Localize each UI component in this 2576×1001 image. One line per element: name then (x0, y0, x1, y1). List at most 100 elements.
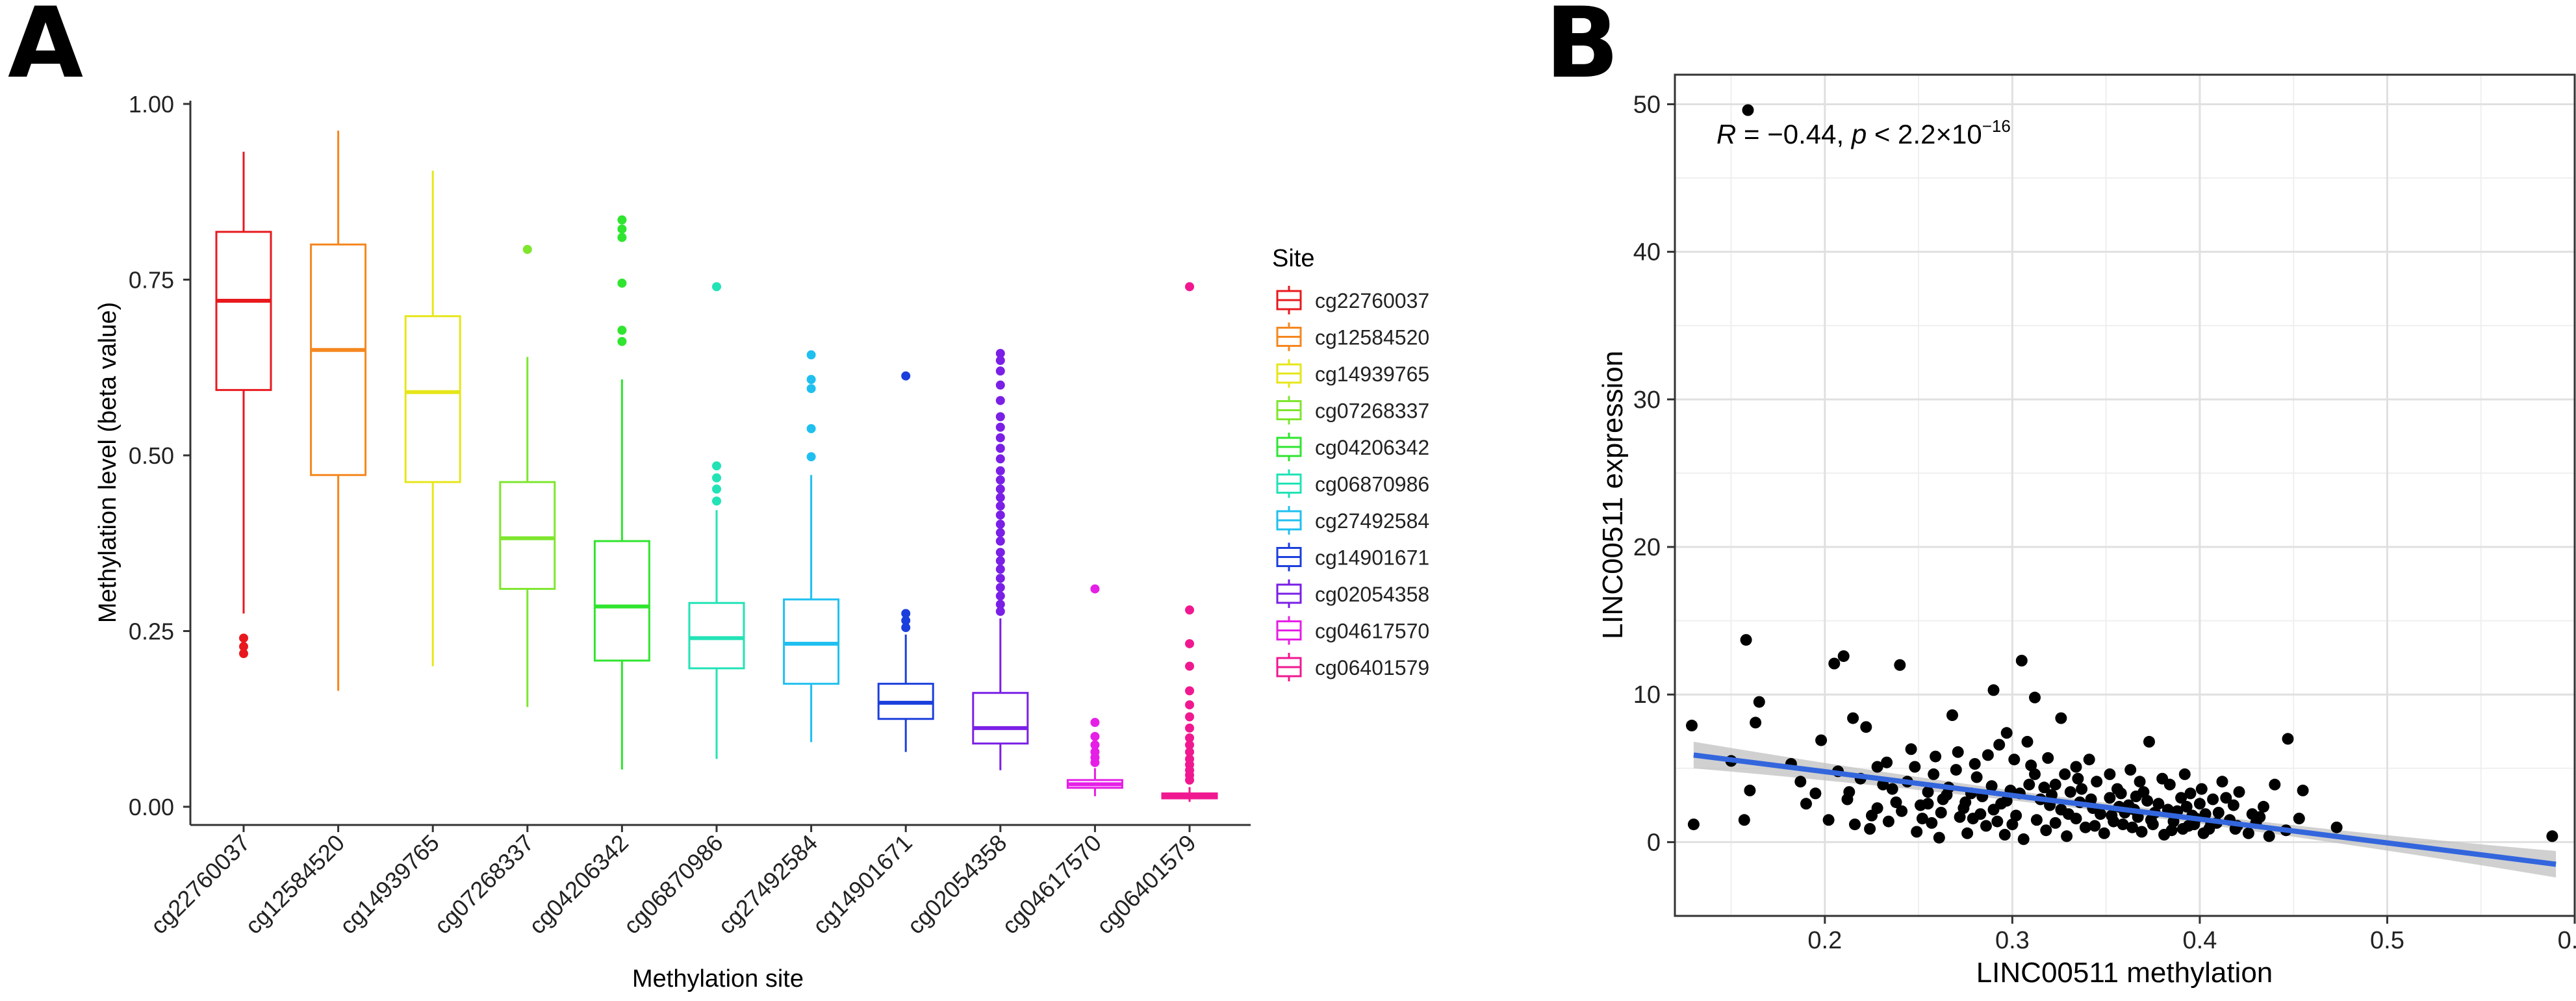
y-tick-label: 1.00 (129, 91, 174, 118)
panel-a-letter: A (8, 0, 83, 100)
x-tick-label: 0.5 (2370, 927, 2404, 954)
x-tick-label: cg06401579 (1091, 830, 1201, 939)
legend-item-cg04206342: cg04206342 (1276, 433, 1429, 461)
scatter-point (2042, 752, 2054, 764)
outlier-point (995, 349, 1005, 359)
scatter-point (1950, 764, 1962, 776)
box-cg12584520 (310, 131, 367, 691)
scatter-point (2117, 818, 2129, 831)
scatter-point (2195, 783, 2208, 795)
scatter-point (1993, 739, 2006, 751)
scatter-point (2134, 776, 2146, 788)
outlier-point (1090, 584, 1100, 594)
y-tick-label: 0 (1647, 829, 1661, 856)
iqr-box (972, 692, 1029, 745)
scatter-point (2258, 800, 2269, 813)
legend-item-cg27492584: cg27492584 (1276, 506, 1429, 535)
scatter-point (2203, 823, 2215, 835)
y-tick-label: 0.00 (129, 794, 174, 820)
outlier-point (995, 484, 1005, 494)
outlier-point (617, 215, 627, 225)
outlier-point (995, 510, 1005, 520)
scatter-point (1922, 786, 1934, 798)
legend-label: cg04617570 (1315, 620, 1429, 643)
scatter-point (2188, 818, 2200, 831)
legend-label: cg02054358 (1315, 583, 1429, 606)
legend-item-cg14901671: cg14901671 (1276, 542, 1429, 572)
legend-label: cg04206342 (1315, 436, 1429, 459)
outlier-point (995, 433, 1005, 442)
scatter-point (2076, 783, 2088, 795)
scatter-point (2000, 794, 2013, 807)
scatter-point (2175, 792, 2187, 804)
outlier-point (712, 282, 721, 292)
scatter-point (2126, 821, 2138, 833)
scatter-point (1794, 776, 1807, 788)
scatter-point (1991, 815, 2004, 828)
scatter-point (2006, 818, 2019, 831)
scatter-x-axis-title: LINC00511 methylation (1976, 957, 2273, 989)
scatter-point (2015, 655, 2028, 666)
outlier-point (995, 583, 1005, 592)
scatter-point (1849, 818, 1861, 831)
legend-label: cg06870986 (1315, 473, 1429, 496)
scatter-point (1954, 811, 1966, 823)
outlier-point (712, 473, 721, 483)
scatter-y-axis-title: LINC00511 expression (1597, 351, 1629, 639)
r-text: = −0.44, (1736, 119, 1851, 149)
box-cg22760037 (215, 151, 272, 659)
box-cg27492584 (783, 350, 840, 742)
outlier-point (1185, 723, 1194, 733)
boxplot-y-ticks: 0.00 0.25 0.50 0.75 1.00 (129, 91, 190, 820)
scatter-point (1952, 746, 1964, 758)
box-cg14901671 (877, 371, 934, 752)
scatter-point (2000, 727, 2013, 739)
scatter-point (2282, 733, 2294, 745)
scatter-plot-border (1674, 73, 2576, 917)
scatter-point (2091, 776, 2103, 788)
scatter-point (2193, 798, 2206, 810)
legend-item-cg06870986: cg06870986 (1276, 469, 1429, 498)
outlier-point (995, 466, 1005, 475)
scatter-point (1896, 805, 1908, 817)
scatter-point (2136, 826, 2148, 838)
outlier-point (712, 461, 721, 471)
scatter-point (2089, 820, 2101, 832)
scatter-point (1894, 659, 1906, 671)
scatter-point (1742, 104, 1754, 116)
scatter-point (1911, 826, 1923, 838)
scatter-point (1987, 804, 2000, 816)
outlier-point (806, 350, 816, 360)
p-text: < 2.2×10 (1867, 119, 1982, 149)
legend-label: cg12584520 (1315, 326, 1429, 349)
correlation-annotation: R = −0.44, p < 2.2×10−16 (1716, 116, 2011, 149)
scatter-point (1922, 798, 1934, 810)
outlier-point (1090, 757, 1100, 767)
scatter-y-ticks: 0 10 20 30 40 50 (1633, 91, 1675, 856)
outlier-point (1185, 775, 1194, 785)
iqr-box (593, 540, 650, 662)
scatter-point (2104, 768, 2116, 780)
iqr-box (404, 315, 461, 483)
panel-b-letter: B (1545, 0, 1619, 100)
scatter-point (2242, 827, 2254, 839)
boxplot-x-ticks: cg22760037cg12584520cg14939765cg07268337… (146, 825, 1201, 939)
scatter-point (1909, 761, 1921, 773)
x-tick-label: 0.6 (2558, 927, 2576, 954)
p-label: p (1850, 119, 1867, 149)
legend-label: cg07268337 (1315, 399, 1429, 423)
scatter-point (2098, 827, 2110, 839)
outlier-point (901, 371, 911, 381)
outlier-point (1185, 605, 1194, 615)
outlier-point (1185, 686, 1194, 696)
scatter-point (2269, 778, 2281, 791)
outlier-point (995, 444, 1005, 453)
legend-item-cg07268337: cg07268337 (1276, 396, 1429, 425)
outlier-point (1090, 731, 1100, 741)
outlier-point (995, 564, 1005, 574)
outlier-point (1185, 639, 1194, 648)
legend-label: cg14901671 (1315, 546, 1429, 570)
outlier-point (806, 384, 816, 394)
scatter-point (2085, 793, 2097, 805)
scatter-point (2021, 735, 2034, 748)
